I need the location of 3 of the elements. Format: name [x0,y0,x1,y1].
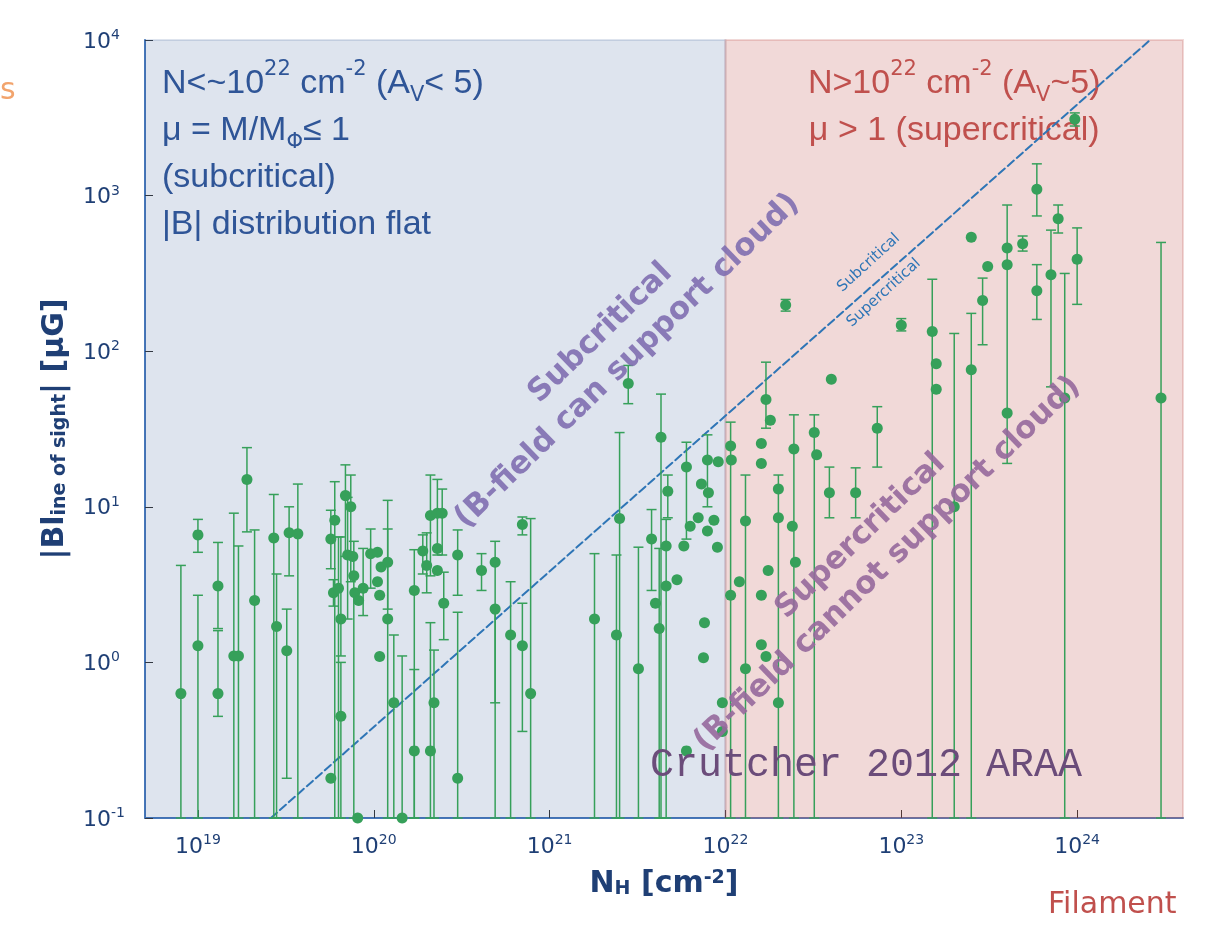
text: s [0,70,16,106]
y-axis-title: |Bline of sight| [μG] [34,298,71,560]
text: Filament [1048,884,1177,920]
